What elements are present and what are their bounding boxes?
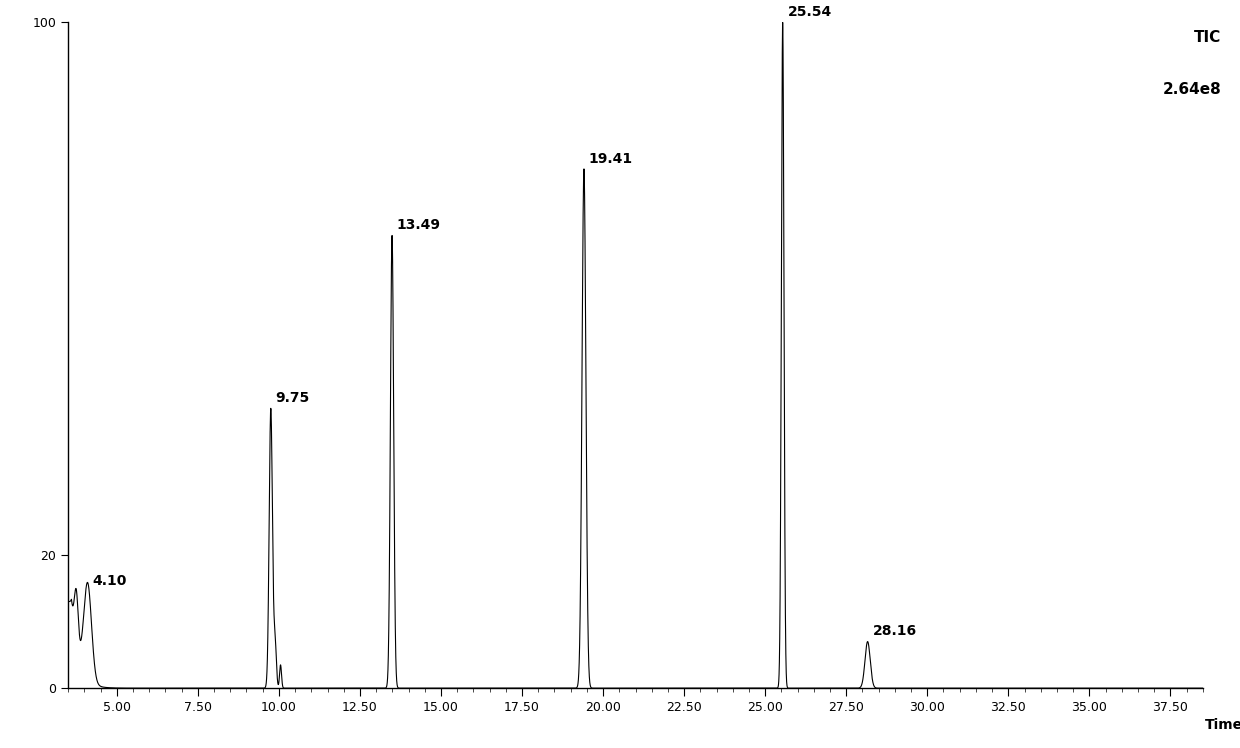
Text: 9.75: 9.75 [275,391,310,405]
Text: 19.41: 19.41 [589,152,632,165]
Text: 28.16: 28.16 [873,625,916,638]
Text: 13.49: 13.49 [397,218,441,232]
Text: 2.64e8: 2.64e8 [1163,82,1221,97]
Text: 25.54: 25.54 [787,5,832,19]
Text: TIC: TIC [1194,30,1221,45]
Text: Time: Time [1205,718,1240,732]
Text: 4.10: 4.10 [93,574,126,588]
